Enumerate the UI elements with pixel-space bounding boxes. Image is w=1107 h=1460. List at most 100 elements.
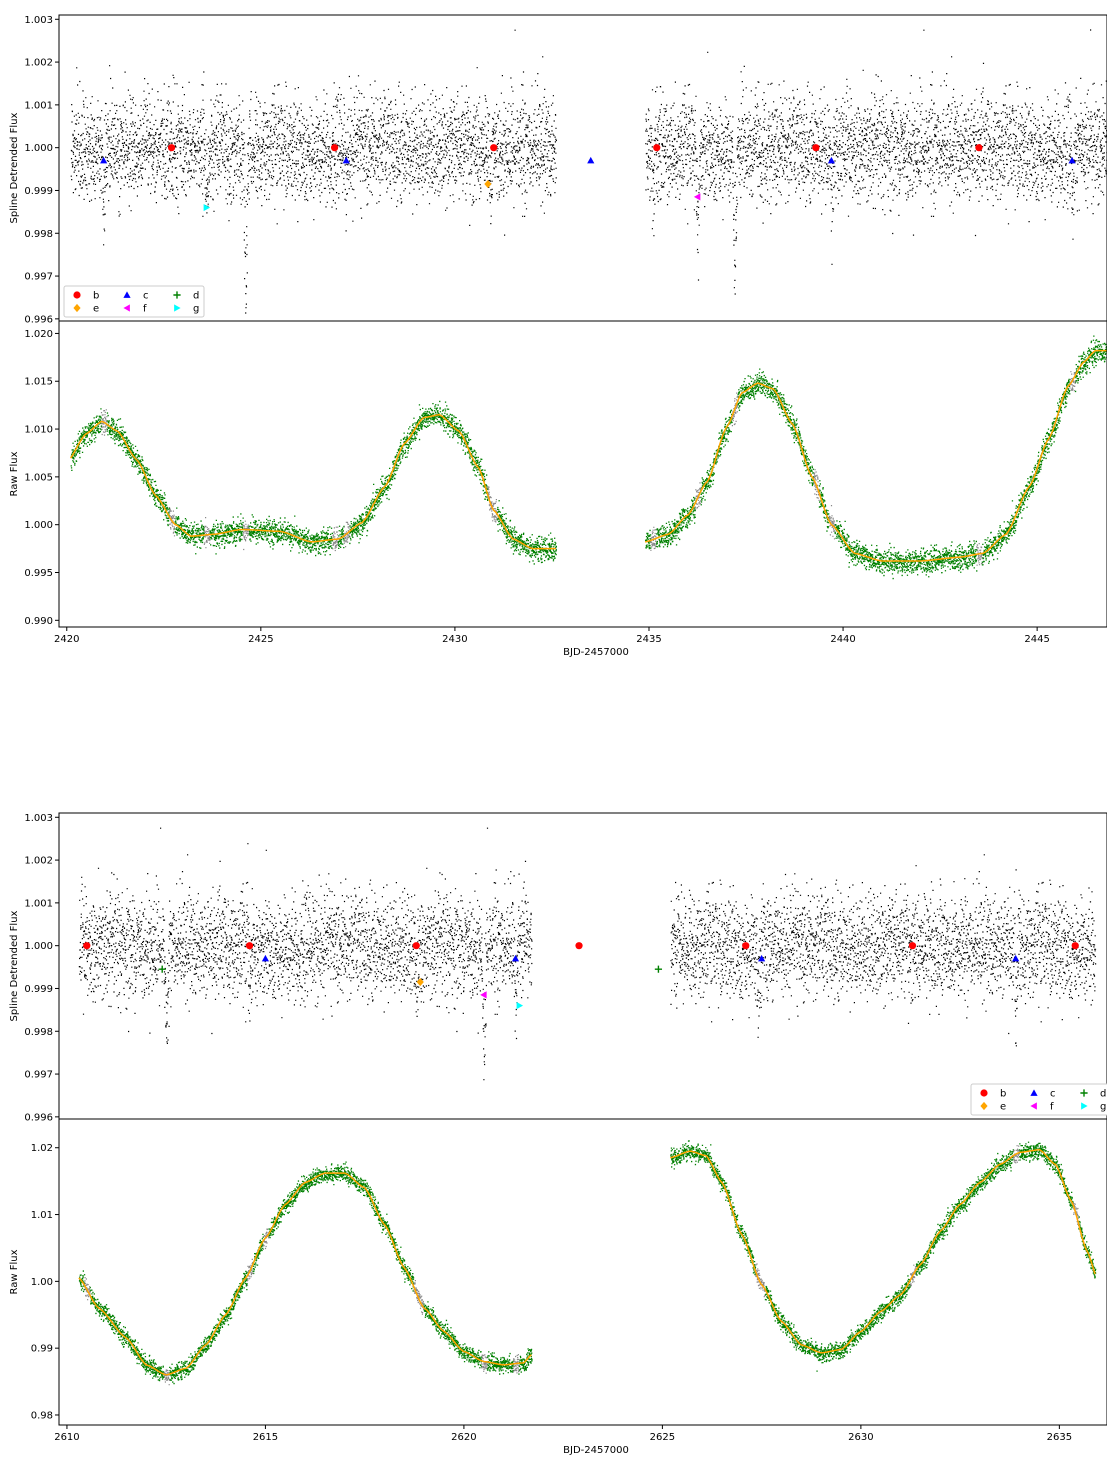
marker-c-1: [511, 954, 520, 962]
y-tick-label: 0.998: [24, 1027, 53, 1038]
x-tick-label: 2635: [1047, 1432, 1072, 1443]
x-tick-label: 2625: [650, 1432, 675, 1443]
x-tick-label: 2440: [830, 634, 855, 645]
x-tick-label: 2615: [253, 1432, 278, 1443]
marker-d-1: [654, 965, 663, 973]
x-tick-label: 2445: [1024, 634, 1049, 645]
in-transit-points: [100, 371, 1076, 566]
marker-e-0: [416, 977, 424, 987]
marker-f-0: [480, 991, 487, 999]
x-tick-label: 2630: [848, 1432, 873, 1443]
legend-label-b: b: [1000, 1089, 1006, 1100]
x-axis-label: BJD-2457000: [563, 647, 629, 658]
marker-b-5: [908, 942, 917, 950]
panel-sector-2-raw: 0.98 0.99 1.00 1.01 1.02 2610 2615 2620 2625 2630…: [9, 1118, 1107, 1456]
y-tick-label: 0.999: [24, 984, 53, 995]
y-tick-label: 0.98: [31, 1410, 53, 1421]
marker-c-4: [1068, 156, 1076, 164]
y-tick-label: 0.996: [24, 1112, 53, 1123]
plot-area: [78, 827, 1097, 1081]
y-tick-label: 1.005: [24, 472, 53, 483]
x-tick-label: 2435: [636, 634, 661, 645]
marker-b-0: [83, 942, 91, 950]
legend-label-g: g: [1100, 1102, 1106, 1113]
y-axis-label: Spline Detrended Flux: [9, 112, 20, 223]
y-tick-label: 1.002: [24, 58, 53, 69]
y-tick-label: 0.990: [24, 616, 53, 627]
legend-marker-e: [73, 303, 81, 313]
y-tick-label: 1.000: [24, 143, 53, 154]
legend-label-e: e: [93, 304, 99, 315]
y-axis-label: Raw Flux: [9, 451, 20, 496]
raw-flux-points: [70, 335, 1107, 580]
legend-label-c: c: [1050, 1089, 1056, 1100]
plot-area: [69, 335, 1107, 580]
marker-b-4: [812, 144, 820, 152]
marker-c-3: [827, 156, 836, 164]
model-line-0: [78, 1172, 532, 1376]
legend-marker-f: [123, 304, 130, 312]
y-tick-label: 1.010: [24, 425, 53, 436]
axes-frame: [58, 1118, 1107, 1426]
y-tick-label: 0.997: [24, 272, 53, 283]
x-tick-label: 2620: [451, 1432, 476, 1443]
legend-box: [970, 1083, 1107, 1116]
y-tick-label: 1.02: [31, 1143, 53, 1154]
marker-c-0: [100, 156, 108, 164]
y-tick-label: 1.015: [24, 377, 53, 388]
legend-marker-c: [1030, 1089, 1038, 1096]
legend-box: [63, 285, 205, 318]
legend-marker-f: [1030, 1102, 1037, 1110]
y-tick-label: 1.01: [31, 1210, 53, 1221]
in-transit-points: [84, 1145, 1080, 1386]
marker-b-6: [1071, 942, 1079, 950]
panel-sector-1-detrended: 0.996 0.997 0.998 0.999 1.000 1.001 1.002 1.003…: [9, 14, 1107, 325]
marker-c-1: [342, 156, 350, 164]
y-tick-label: 0.99: [31, 1344, 53, 1355]
plot-area: [78, 1140, 1097, 1386]
y-tick-label: 1.020: [24, 329, 53, 340]
marker-g-0: [203, 203, 211, 212]
panel-sector-2-detrended: 0.996 0.997 0.998 0.999 1.000 1.001 1.002 1.003…: [9, 812, 1107, 1123]
marker-b-0: [167, 144, 176, 152]
legend-marker-d: [1080, 1089, 1088, 1097]
x-tick-label: 2420: [54, 634, 79, 645]
marker-b-5: [975, 144, 983, 152]
y-tick-label: 1.002: [24, 856, 53, 867]
legend-label-d: d: [193, 291, 199, 302]
y-tick-label: 0.995: [24, 568, 53, 579]
marker-b-2: [490, 144, 498, 152]
y-axis-label: Spline Detrended Flux: [9, 910, 20, 1021]
marker-b-4: [742, 942, 750, 950]
raw-flux-points: [78, 1140, 1097, 1385]
legend-label-f: f: [1050, 1102, 1054, 1113]
legend-label-b: b: [93, 291, 99, 302]
legend: b c d e f g: [63, 285, 205, 318]
y-tick-label: 0.998: [24, 229, 53, 240]
model-line-1: [645, 349, 1107, 562]
legend-marker-e: [980, 1101, 988, 1111]
y-tick-label: 1.000: [24, 520, 53, 531]
legend-marker-d: [173, 291, 181, 299]
marker-c-0: [261, 954, 270, 962]
marker-e-0: [484, 179, 492, 189]
y-tick-label: 0.996: [24, 314, 53, 325]
legend-marker-b: [73, 291, 81, 299]
legend-label-f: f: [143, 304, 147, 315]
detrended-flux-points: [70, 29, 1107, 314]
marker-c-2: [587, 156, 595, 164]
x-tick-label: 2425: [248, 634, 273, 645]
model-line-0: [69, 413, 556, 550]
marker-b-2: [412, 942, 420, 950]
legend-label-d: d: [1100, 1089, 1106, 1100]
y-tick-label: 1.001: [24, 100, 53, 111]
marker-c-3: [1012, 954, 1020, 962]
y-tick-label: 1.003: [24, 813, 53, 824]
legend-marker-g: [174, 304, 181, 312]
panel-sector-1-raw: 0.990 0.995 1.000 1.005 1.010 1.015 1.020 2420 2…: [9, 320, 1107, 658]
legend-marker-c: [123, 291, 131, 298]
marker-b-1: [330, 144, 339, 152]
legend-label-g: g: [193, 304, 199, 315]
